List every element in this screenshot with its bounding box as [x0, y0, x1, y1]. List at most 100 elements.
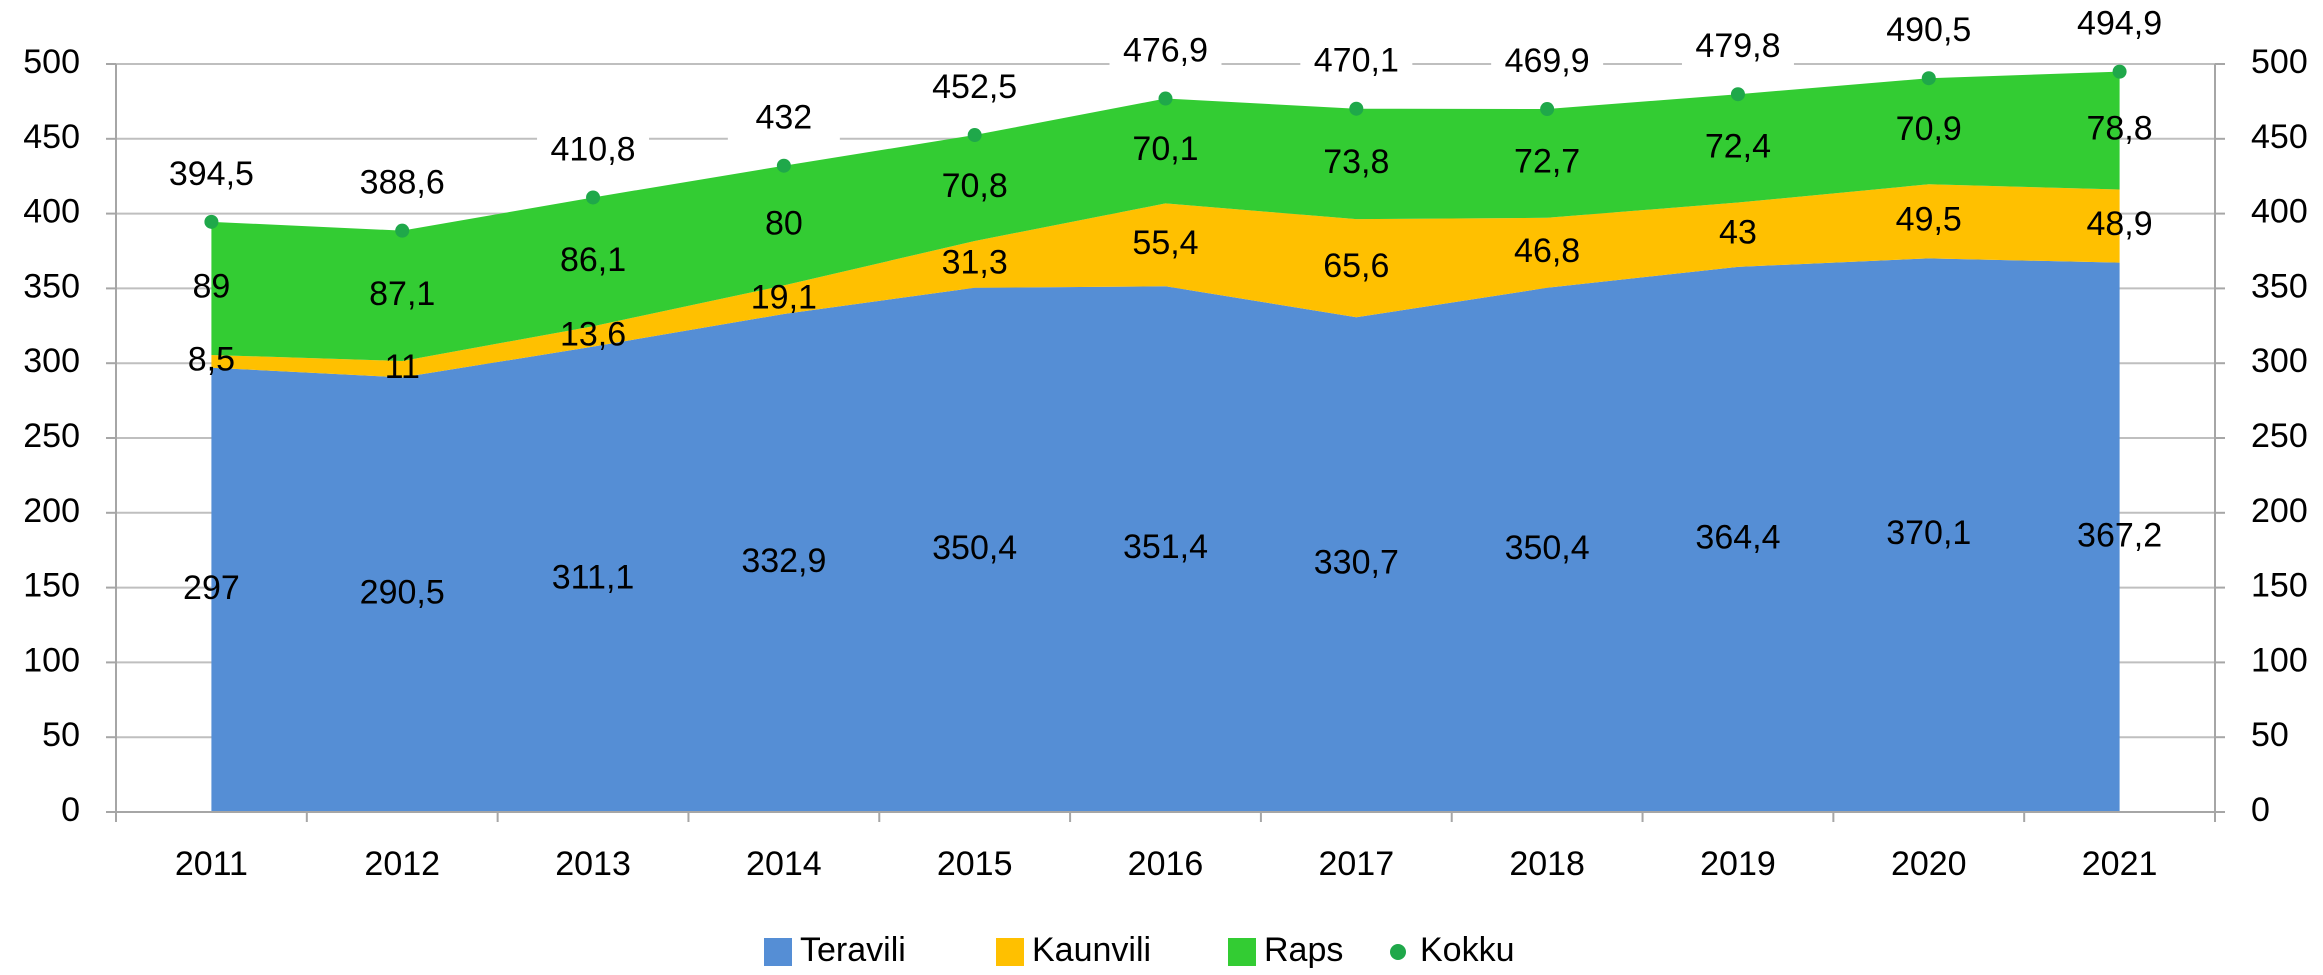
point: [1540, 102, 1555, 117]
data-label: 72,4: [1705, 127, 1771, 165]
x-tick-label: 2011: [175, 845, 248, 883]
point: [1158, 91, 1173, 106]
data-label: 394,5: [169, 155, 254, 193]
data-label: 55,4: [1132, 224, 1198, 262]
data-label: 65,6: [1323, 247, 1389, 285]
data-label: 72,7: [1514, 142, 1580, 180]
data-label: 89: [192, 267, 230, 305]
label-bg: [1300, 40, 1413, 85]
x-tick-label: 2020: [1891, 845, 1967, 883]
data-label: 388,6: [360, 164, 445, 202]
point: [2112, 64, 2127, 79]
legend-label: Raps: [1264, 931, 1343, 969]
y-tick-label: 250: [23, 417, 80, 455]
data-label: 48,9: [2086, 205, 2152, 243]
data-label: 49,5: [1896, 200, 1962, 238]
point: [1730, 87, 1745, 102]
legend-swatch: [764, 938, 792, 966]
label-bg: [346, 162, 459, 207]
y2-tick-label: 350: [2251, 267, 2308, 305]
y-tick-label: 400: [23, 193, 80, 231]
data-label: 350,4: [1505, 529, 1590, 567]
area: [211, 258, 2120, 812]
data-label: 367,2: [2077, 516, 2162, 554]
x-tick-label: 2016: [1128, 845, 1204, 883]
y2-tick-label: 0: [2251, 791, 2270, 829]
data-label: 13,6: [560, 315, 626, 353]
data-label: 78,8: [2086, 110, 2152, 148]
y-tick-label: 50: [42, 716, 80, 754]
y-tick-label: 300: [23, 342, 80, 380]
y-tick-label: 100: [23, 641, 80, 679]
data-label: 432: [755, 99, 812, 137]
data-label: 476,9: [1123, 32, 1208, 70]
data-label: 70,1: [1132, 130, 1198, 168]
y-tick-label: 200: [23, 492, 80, 530]
x-tick-label: 2017: [1318, 845, 1394, 883]
data-label: 80: [765, 205, 803, 243]
y2-tick-label: 50: [2251, 716, 2289, 754]
legend-swatch: [1228, 938, 1256, 966]
y-tick-label: 350: [23, 267, 80, 305]
label-bg: [727, 97, 840, 142]
point: [967, 128, 982, 143]
data-label: 19,1: [751, 279, 817, 317]
label-bg: [1491, 41, 1604, 86]
data-label: 11: [385, 348, 420, 386]
x-tick-label: 2019: [1700, 845, 1776, 883]
label-bg: [155, 153, 268, 198]
data-label: 494,9: [2077, 5, 2162, 43]
legend-marker: [1390, 944, 1406, 960]
point: [1921, 71, 1936, 86]
point: [204, 214, 219, 229]
data-label: 73,8: [1323, 143, 1389, 181]
y2-tick-label: 150: [2251, 567, 2308, 605]
data-label: 290,5: [360, 574, 445, 612]
label-bg: [1872, 10, 1985, 55]
legend-label: Kaunvili: [1032, 931, 1151, 969]
y2-tick-label: 300: [2251, 342, 2308, 380]
y2-tick-label: 500: [2251, 43, 2308, 81]
label-bg: [1109, 30, 1222, 75]
label-bg: [537, 129, 650, 174]
data-label: 351,4: [1123, 528, 1208, 566]
legend-label: Teravili: [800, 931, 906, 969]
y2-tick-label: 250: [2251, 417, 2308, 455]
data-label: 297: [183, 569, 240, 607]
y-tick-label: 0: [61, 791, 80, 829]
label-bg: [1681, 26, 1794, 71]
x-tick-label: 2014: [746, 845, 822, 883]
data-label: 332,9: [741, 542, 826, 580]
data-label: 70,8: [942, 167, 1008, 205]
y-tick-label: 150: [23, 567, 80, 605]
x-tick-label: 2015: [937, 845, 1013, 883]
data-label: 479,8: [1695, 27, 1780, 65]
data-label: 469,9: [1505, 42, 1590, 80]
data-label: 8,5: [188, 340, 235, 378]
point: [586, 190, 601, 205]
data-label: 46,8: [1514, 232, 1580, 270]
data-label: 70,9: [1896, 110, 1962, 148]
data-label: 350,4: [932, 529, 1017, 567]
data-label: 311,1: [552, 558, 635, 596]
area: [211, 71, 2120, 361]
y2-tick-label: 200: [2251, 492, 2308, 530]
data-label: 86,1: [560, 241, 626, 279]
y2-tick-label: 450: [2251, 118, 2308, 156]
label-bg: [918, 67, 1031, 112]
data-label: 410,8: [550, 130, 635, 168]
x-tick-label: 2012: [364, 845, 440, 883]
y2-tick-label: 400: [2251, 193, 2308, 231]
data-label: 330,7: [1314, 544, 1399, 582]
data-label: 470,1: [1314, 42, 1399, 80]
x-tick-label: 2021: [2082, 845, 2158, 883]
area: [211, 184, 2120, 378]
point: [395, 223, 410, 238]
label-bg: [2063, 3, 2176, 48]
legend-swatch: [996, 938, 1024, 966]
y2-tick-label: 100: [2251, 641, 2308, 679]
data-label: 31,3: [942, 243, 1008, 281]
data-label: 452,5: [932, 68, 1017, 106]
data-label: 490,5: [1886, 11, 1971, 49]
